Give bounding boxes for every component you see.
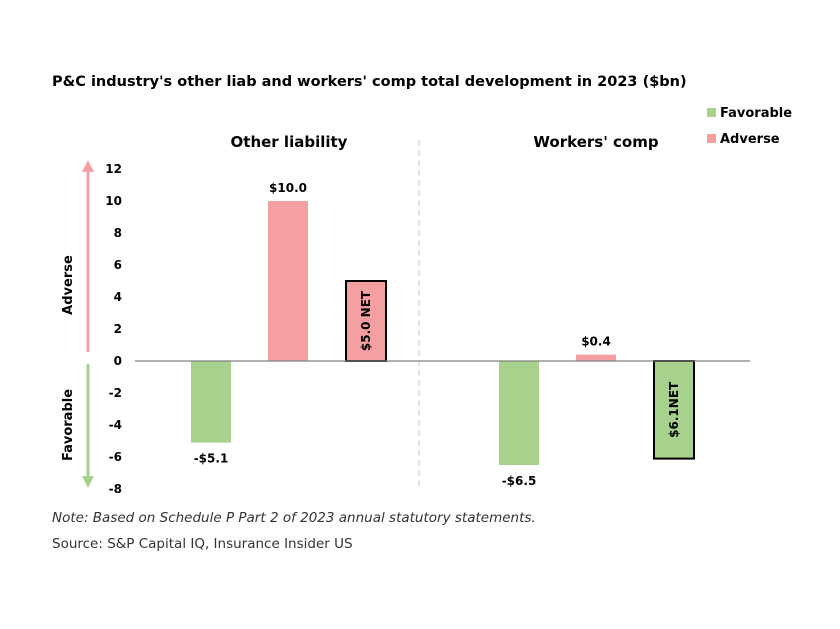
y-tick-label: 2 — [114, 322, 122, 336]
y-axis: 12 10 8 6 4 2 0 -2 -4 -6 -8 — [105, 162, 122, 496]
net-bar — [653, 360, 695, 460]
chart-note: Note: Based on Schedule P Part 2 of 2023… — [52, 510, 536, 526]
data-label: $10.0 — [269, 181, 307, 195]
y-tick-label: 6 — [114, 258, 122, 272]
net-data-label: $6.1NET — [667, 381, 681, 438]
direction-arrows: Adverse Favorable — [61, 160, 94, 488]
bar-adverse — [268, 201, 308, 361]
panel-title: Workers' comp — [533, 133, 658, 151]
y-tick-label: -2 — [109, 386, 122, 400]
data-label: -$6.5 — [502, 474, 537, 488]
legend-label-adverse: Adverse — [720, 132, 780, 147]
panel-titles: Other liability Workers' comp — [231, 133, 659, 490]
data-label: -$5.1 — [194, 452, 229, 466]
y-tick-label: 12 — [105, 162, 122, 176]
y-tick-label: -8 — [109, 482, 122, 496]
bar-favorable — [191, 361, 231, 443]
chart-title: P&C industry's other liab and workers' c… — [52, 74, 687, 90]
y-tick-label: -6 — [109, 450, 122, 464]
favorable-side-label: Favorable — [61, 389, 76, 461]
arrow-up-icon — [82, 160, 94, 172]
bars: -$5.1 $10.0 $5.0 NET -$6.5 $0.4 $6.1NET — [135, 181, 750, 488]
bar-adverse — [576, 354, 616, 361]
legend: Favorable Adverse — [707, 106, 792, 147]
y-tick-label: -4 — [109, 418, 122, 432]
y-tick-label: 8 — [114, 226, 122, 240]
y-tick-label: 0 — [114, 354, 122, 368]
legend-label-favorable: Favorable — [720, 106, 792, 121]
panel-title: Other liability — [231, 133, 348, 151]
data-label: $0.4 — [581, 335, 611, 349]
legend-swatch-adverse — [707, 134, 716, 143]
bar-favorable — [499, 361, 539, 465]
net-data-label: $5.0 NET — [359, 290, 373, 351]
chart-source: Source: S&P Capital IQ, Insurance Inside… — [52, 536, 353, 552]
arrow-down-icon — [82, 476, 94, 488]
y-tick-label: 10 — [105, 194, 122, 208]
legend-swatch-favorable — [707, 108, 716, 117]
adverse-side-label: Adverse — [61, 255, 76, 315]
y-tick-label: 4 — [114, 290, 122, 304]
